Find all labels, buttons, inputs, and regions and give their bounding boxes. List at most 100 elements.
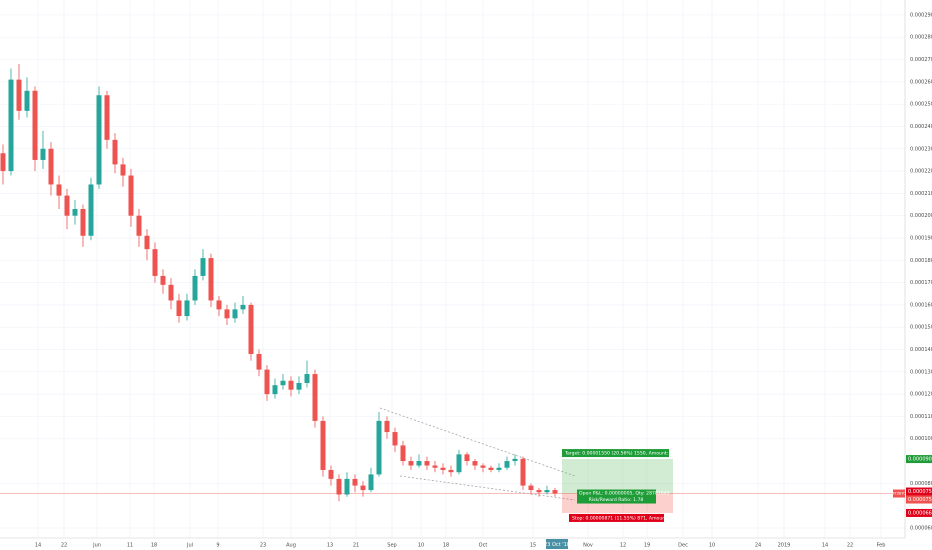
- x-tick-label: Jun: [92, 543, 101, 549]
- x-tick-label: 11: [127, 543, 133, 549]
- y-tick-label: 0.00027000: [910, 57, 932, 63]
- position-tool: Target: 0.00001550 (20.56%) 1550, Amount…: [0, 449, 905, 522]
- candle-body: [96, 95, 102, 185]
- x-tick-label: 22: [847, 543, 853, 549]
- candle-body: [504, 461, 510, 468]
- y-tick-label: 0.00016000: [910, 302, 932, 308]
- candle-body: [256, 353, 262, 370]
- candle-body: [88, 184, 94, 236]
- candle-body: [152, 249, 158, 276]
- y-tick-label: 0.00012000: [910, 392, 932, 398]
- stop-tag: [906, 508, 932, 517]
- candle-body: [304, 374, 310, 383]
- candle-body: [344, 478, 350, 495]
- y-tick-label: 0.00028000: [910, 35, 932, 41]
- target-text: Target: 0.00001550 (20.56%) 1550, Amount…: [564, 451, 689, 457]
- y-tick-label: 0.00025000: [910, 102, 932, 108]
- candle-body: [224, 309, 230, 319]
- entry-tag-label: 0.00007544: [908, 489, 932, 495]
- y-tick-label: 0.00024000: [910, 124, 932, 130]
- candle-body: [248, 304, 254, 354]
- candle-body: [440, 467, 446, 470]
- x-tick-label: 24: [755, 543, 761, 549]
- y-tick-label: 0.00017000: [910, 280, 932, 286]
- candle-body: [336, 478, 342, 495]
- y-tick-label: 0.00011000: [910, 414, 932, 420]
- y-tick-label: 0.00015000: [910, 325, 932, 331]
- y-tick-label: 0.00029000: [910, 12, 932, 18]
- target-box: [562, 449, 669, 458]
- candle-body: [520, 458, 526, 486]
- candle-body: [264, 369, 270, 395]
- candle-body: [64, 195, 70, 216]
- y-tick-label: 0.00018000: [910, 258, 932, 264]
- candle-body: [56, 184, 62, 196]
- x-cursor-tag: [546, 539, 568, 549]
- candle-body: [168, 284, 174, 301]
- candle-body: [360, 485, 366, 491]
- candle-body: [288, 380, 294, 390]
- x-tick-label: 14: [822, 543, 828, 549]
- x-tick-label: Jul: [186, 543, 193, 549]
- candle-body: [408, 461, 414, 466]
- x-tick-label: Feb: [877, 543, 886, 549]
- candle-body: [464, 454, 470, 462]
- candle-body: [280, 380, 286, 386]
- candle-body: [184, 300, 190, 317]
- candle-body: [24, 90, 30, 111]
- candle-body: [536, 490, 542, 493]
- candle-body: [368, 474, 374, 491]
- target-tag-label: 0.00009089: [908, 457, 932, 463]
- pnl-box: [577, 489, 656, 504]
- candle-body: [144, 235, 150, 250]
- candle-body: [48, 148, 54, 185]
- candle-body: [352, 478, 358, 486]
- target-tag: [906, 455, 932, 464]
- entry-tag: [906, 487, 932, 496]
- ratio-text: Risk/Reward Ratio: 1.78: [589, 497, 644, 503]
- stop-text: Stop: 0.00000871 (11.55%) 871, Amount: 7…: [572, 515, 679, 521]
- x-tick-label: Dec: [678, 543, 688, 549]
- candle-body: [0, 153, 6, 172]
- stop-box: [569, 513, 664, 522]
- last-tag-label: 0.00007529: [908, 497, 932, 503]
- x-tick-label: 15: [530, 543, 536, 549]
- symbol-label: XTZBTC: [892, 492, 906, 496]
- candle-body: [240, 304, 246, 310]
- grid: [0, 0, 905, 538]
- candle-body: [456, 454, 462, 473]
- candle-body: [232, 309, 238, 319]
- symbol-tag: [893, 489, 905, 498]
- candle-body: [376, 420, 382, 475]
- candle-body: [176, 300, 182, 317]
- x-tick-label: 2019: [778, 543, 791, 549]
- stop-tag-label: 0.00006673: [908, 510, 932, 516]
- candle-body: [216, 300, 222, 310]
- candle-body: [136, 215, 142, 236]
- candle-body: [32, 90, 38, 160]
- y-tick-label: 0.00013000: [910, 369, 932, 375]
- candle-body: [392, 432, 398, 446]
- candle-body: [200, 258, 206, 276]
- x-tick-label: Sep: [387, 543, 396, 549]
- candle-body: [120, 164, 126, 176]
- candle-body: [384, 420, 390, 433]
- y-tick-label: 0.00006000: [910, 525, 932, 531]
- pnl-text: Open P&L: 0.00000005, Qty: 28782649: [579, 491, 670, 497]
- y-tick-label: 0.00022000: [910, 169, 932, 175]
- x-tick-label: 12: [620, 543, 626, 549]
- x-tick-label: 23: [260, 543, 266, 549]
- candles: [0, 64, 558, 502]
- y-tick-label: 0.00026000: [910, 79, 932, 85]
- candle-body: [544, 490, 550, 493]
- candle-body: [432, 465, 438, 468]
- candle-body: [448, 469, 454, 473]
- x-tick-label: 18: [443, 543, 449, 549]
- target-zone: [562, 459, 673, 494]
- x-tick-label: Oct: [479, 543, 488, 549]
- candle-body: [552, 490, 558, 494]
- x-tick-label: 19: [644, 543, 650, 549]
- candle-body: [104, 95, 110, 140]
